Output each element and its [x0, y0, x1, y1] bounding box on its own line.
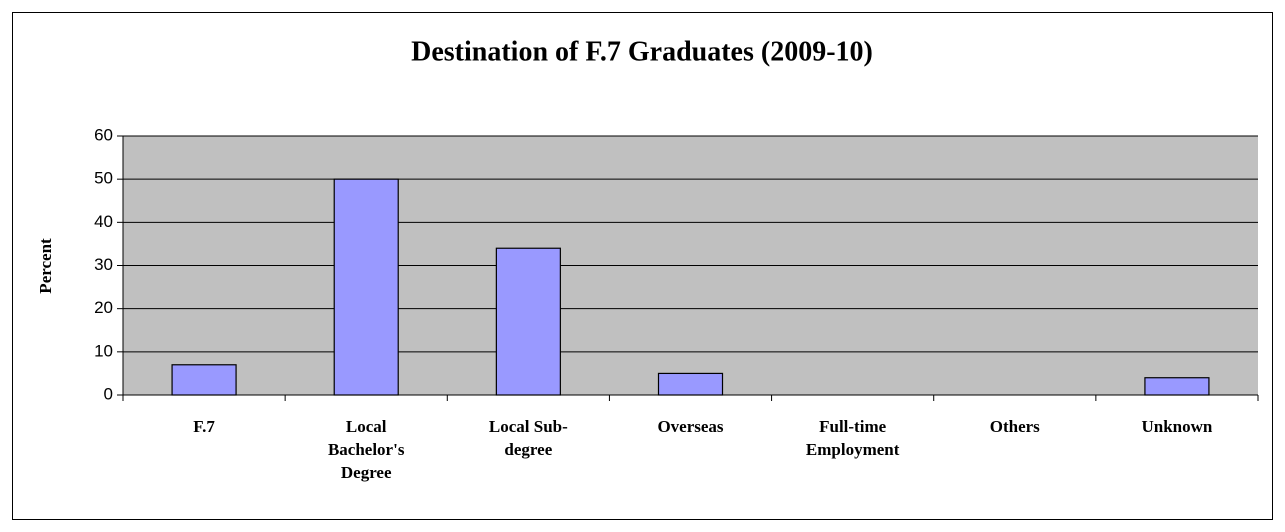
y-tick-label: 0	[104, 384, 113, 403]
x-tick-label: F.7	[193, 417, 215, 436]
bar	[333, 178, 399, 396]
bar	[171, 364, 237, 396]
x-tick-label: Others	[989, 417, 1040, 436]
y-tick-label: 40	[94, 212, 113, 231]
bar	[657, 372, 724, 396]
y-tick-label: 60	[94, 125, 113, 144]
x-tick-label: Unknown	[1141, 417, 1213, 436]
x-tick-label: Full-time Employment	[805, 417, 900, 459]
x-tick-label: Local Sub-degree	[488, 417, 568, 459]
y-tick-label: 50	[94, 169, 113, 188]
y-tick-label: 10	[94, 341, 113, 360]
x-tick-label: Local Bachelor's Degree	[327, 417, 405, 482]
y-tick-label: 30	[94, 255, 113, 274]
bar	[1144, 377, 1210, 396]
y-tick-label: 20	[94, 298, 113, 317]
bar	[495, 247, 561, 396]
chart-title: Destination of F.7 Graduates (2009-10)	[411, 36, 873, 67]
x-tick-label: Overseas	[657, 417, 724, 436]
y-axis-label: Percent	[36, 238, 55, 294]
